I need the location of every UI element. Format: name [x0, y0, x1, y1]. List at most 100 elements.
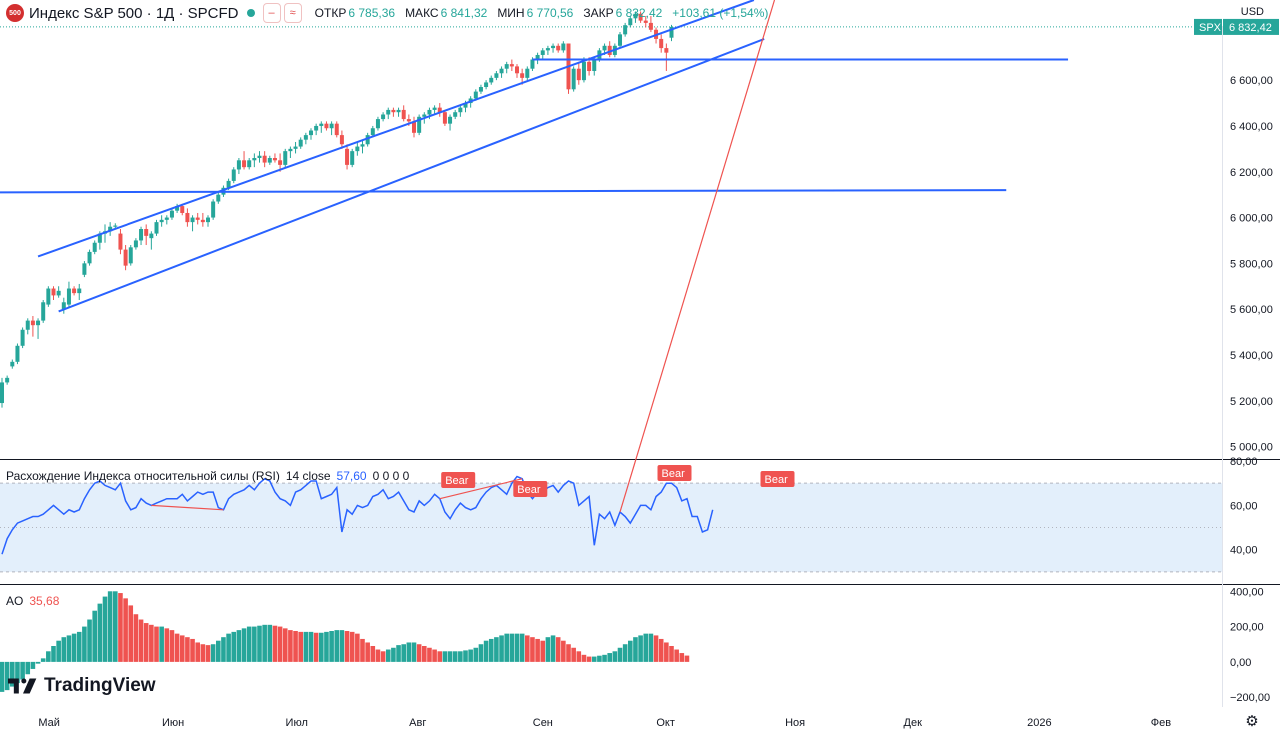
candle[interactable] [211, 201, 216, 218]
candle[interactable] [607, 45, 612, 55]
candle[interactable] [453, 112, 458, 117]
candle[interactable] [643, 20, 648, 23]
candle[interactable] [638, 13, 643, 21]
candle[interactable] [169, 210, 174, 218]
trend-line[interactable] [58, 37, 765, 313]
candle[interactable] [484, 82, 489, 88]
candle[interactable] [82, 263, 87, 275]
candle[interactable] [72, 288, 77, 294]
rsi-legend[interactable]: Расхождение Индекса относительной силы (… [6, 469, 409, 483]
candle[interactable] [499, 68, 504, 74]
candle[interactable] [576, 68, 581, 81]
candle[interactable] [515, 66, 519, 74]
candle[interactable] [216, 194, 221, 202]
candle[interactable] [339, 135, 344, 145]
candle[interactable] [633, 13, 638, 19]
candle[interactable] [520, 73, 525, 78]
candle[interactable] [587, 61, 592, 71]
candle[interactable] [314, 125, 319, 131]
ao-legend[interactable]: AO 35,68 [6, 594, 59, 608]
candle[interactable] [226, 180, 231, 188]
candle[interactable] [293, 146, 298, 149]
candle[interactable] [360, 144, 365, 147]
candle[interactable] [525, 68, 530, 78]
candle[interactable] [391, 109, 396, 113]
candle[interactable] [561, 43, 566, 51]
candle[interactable] [602, 45, 607, 51]
candle[interactable] [206, 217, 210, 223]
candle[interactable] [664, 48, 669, 53]
compare-wave-button[interactable]: ≈ [283, 3, 302, 23]
candle[interactable] [504, 64, 509, 69]
candle[interactable] [386, 109, 391, 115]
candle[interactable] [283, 151, 288, 165]
candle[interactable] [581, 61, 586, 81]
candle[interactable] [5, 377, 10, 383]
candle[interactable] [128, 247, 133, 264]
candle[interactable] [267, 158, 272, 163]
candle[interactable] [242, 160, 247, 168]
candle[interactable] [345, 148, 350, 165]
candle[interactable] [144, 229, 149, 236]
candle[interactable] [175, 206, 180, 211]
candle[interactable] [540, 50, 545, 55]
gear-icon[interactable]: ⚙ [1245, 713, 1259, 730]
candle[interactable] [10, 361, 15, 367]
candle[interactable] [154, 222, 159, 234]
candle[interactable] [164, 217, 169, 220]
candle[interactable] [334, 123, 339, 136]
candle[interactable] [401, 109, 406, 120]
candle[interactable] [118, 233, 123, 250]
candle[interactable] [618, 34, 622, 46]
candle[interactable] [236, 160, 241, 170]
candle[interactable] [427, 109, 432, 115]
candle[interactable] [247, 160, 252, 168]
candle[interactable] [350, 151, 355, 165]
candle[interactable] [87, 251, 92, 264]
candle[interactable] [51, 288, 56, 296]
candle[interactable] [473, 91, 478, 99]
candle[interactable] [108, 226, 113, 232]
candle[interactable] [448, 116, 453, 124]
candle[interactable] [77, 288, 82, 294]
symbol-title[interactable]: Индекс S&P 500 · 1Д · SPCFD [29, 4, 239, 22]
candle[interactable] [551, 45, 556, 49]
candle[interactable] [329, 123, 334, 129]
candle[interactable] [139, 229, 144, 241]
candle[interactable] [458, 107, 463, 113]
candle[interactable] [159, 219, 164, 223]
candle[interactable] [659, 38, 664, 49]
candle[interactable] [195, 217, 200, 220]
candle[interactable] [97, 233, 102, 243]
candle[interactable] [180, 206, 185, 213]
candle[interactable] [200, 219, 205, 223]
candle[interactable] [648, 22, 653, 30]
candle[interactable] [478, 87, 483, 92]
candle[interactable] [530, 59, 535, 69]
currency-button[interactable]: USD [1240, 6, 1264, 18]
candle[interactable] [288, 148, 293, 152]
candle[interactable] [303, 135, 308, 140]
candle[interactable] [190, 217, 195, 223]
candle[interactable] [422, 114, 427, 117]
candle[interactable] [272, 158, 277, 161]
candle[interactable] [56, 290, 61, 296]
candle[interactable] [489, 77, 494, 83]
candle[interactable] [123, 249, 128, 266]
candle[interactable] [669, 26, 674, 38]
candle[interactable] [41, 302, 46, 321]
candle[interactable] [442, 112, 447, 124]
candle[interactable] [30, 320, 35, 326]
candle[interactable] [61, 302, 66, 310]
candle[interactable] [231, 169, 236, 181]
candle[interactable] [309, 130, 313, 136]
candle[interactable] [437, 107, 442, 113]
candle[interactable] [113, 225, 118, 227]
collapse-button[interactable]: – [262, 3, 281, 23]
candle[interactable] [628, 18, 633, 26]
trend-line[interactable] [0, 189, 1007, 194]
candle[interactable] [252, 158, 257, 161]
candle[interactable] [298, 139, 303, 147]
candle[interactable] [15, 345, 20, 362]
candle[interactable] [257, 155, 262, 159]
